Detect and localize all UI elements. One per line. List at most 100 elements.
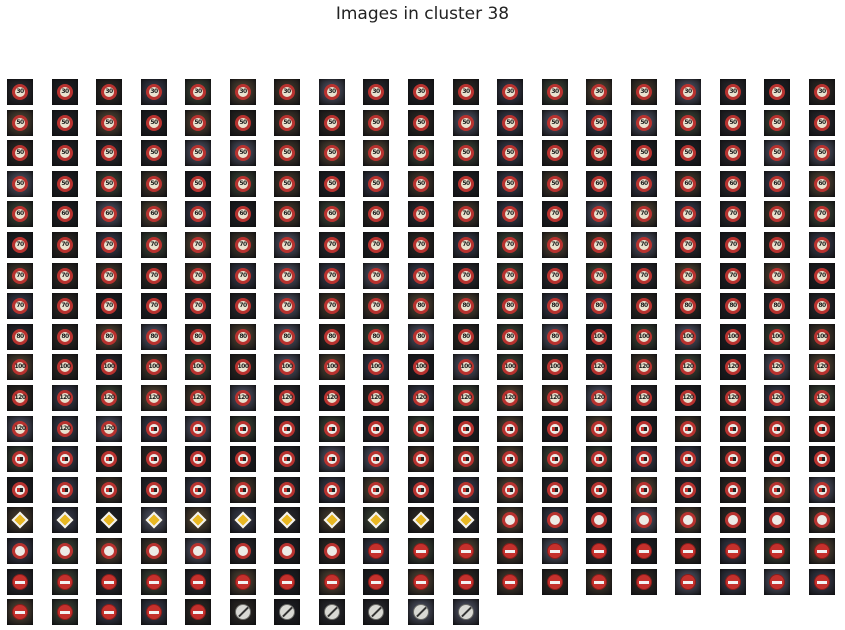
speed-limit-sign-icon: 70 [190,298,206,314]
cluster-image-thumbnail: 50 [675,140,701,166]
speed-limit-value: 100 [148,363,160,370]
speed-limit-value: 30 [372,88,380,95]
speed-limit-sign-icon: 100 [591,329,607,345]
cluster-image-thumbnail: 30 [497,79,523,105]
cluster-image-thumbnail: 50 [675,110,701,136]
speed-limit-sign-icon: 70 [12,298,28,314]
speed-limit-value: 50 [640,119,648,126]
speed-limit-sign-icon: 120 [636,390,652,406]
speed-limit-value: 50 [239,149,247,156]
cluster-image-thumbnail: 30 [52,79,78,105]
cluster-image-thumbnail [52,477,78,503]
cluster-image-thumbnail: 100 [52,354,78,380]
speed-limit-sign-icon: 70 [368,298,384,314]
speed-limit-value: 100 [504,363,516,370]
speed-limit-value: 50 [640,149,648,156]
cluster-image-thumbnail: 70 [453,201,479,227]
no-passing-sign-icon [680,482,696,498]
priority-road-sign-icon [323,511,341,529]
cluster-image-thumbnail: 100 [720,324,746,350]
cluster-image-thumbnail [319,507,345,533]
no-entry-sign-icon [101,574,117,590]
speed-limit-sign-icon: 70 [458,268,474,284]
speed-limit-sign-icon: 70 [368,268,384,284]
no-passing-sign-icon [190,451,206,467]
no-passing-sign-icon [769,421,785,437]
no-entry-sign-icon [413,574,429,590]
speed-limit-sign-icon: 70 [279,237,295,253]
speed-limit-value: 50 [239,119,247,126]
cluster-image-thumbnail: 120 [542,385,568,411]
priority-road-sign-icon [100,511,118,529]
cluster-image-thumbnail: 70 [497,232,523,258]
priority-road-sign-icon [56,511,74,529]
no-passing-sign-icon [279,421,295,437]
cluster-image-thumbnail: 50 [7,171,33,197]
cluster-image-thumbnail [319,446,345,472]
cluster-image-thumbnail: 100 [141,354,167,380]
speed-limit-sign-icon: 120 [12,421,28,437]
speed-limit-value: 80 [194,333,202,340]
speed-limit-sign-icon: 80 [324,329,340,345]
cluster-image-thumbnail [586,416,612,442]
cluster-image-thumbnail [319,569,345,595]
no-vehicles-sign-icon [680,512,696,528]
speed-limit-value: 50 [283,180,291,187]
speed-limit-sign-icon: 60 [235,206,251,222]
speed-limit-value: 70 [328,241,336,248]
speed-limit-value: 70 [150,241,158,248]
speed-limit-sign-icon: 100 [235,359,251,375]
speed-limit-sign-icon: 50 [458,145,474,161]
cluster-image-thumbnail: 60 [720,171,746,197]
speed-limit-sign-icon: 80 [57,329,73,345]
cluster-image-thumbnail: 120 [497,385,523,411]
no-entry-sign-icon [146,574,162,590]
speed-limit-value: 70 [328,302,336,309]
cluster-image-thumbnail: 70 [96,293,122,319]
speed-limit-value: 100 [549,363,561,370]
speed-limit-value: 70 [283,302,291,309]
speed-limit-value: 70 [773,272,781,279]
cluster-image-thumbnail: 70 [675,263,701,289]
speed-limit-value: 120 [59,394,71,401]
no-passing-sign-icon [190,482,206,498]
speed-limit-sign-icon: 50 [324,176,340,192]
speed-limit-sign-icon: 120 [725,390,741,406]
cluster-image-thumbnail: 50 [230,110,256,136]
speed-limit-sign-icon: 80 [502,298,518,314]
cluster-image-thumbnail: 100 [7,354,33,380]
cluster-image-thumbnail: 70 [675,232,701,258]
speed-limit-value: 80 [506,302,514,309]
cluster-image-thumbnail: 50 [52,171,78,197]
cluster-image-thumbnail: 120 [52,416,78,442]
cluster-image-thumbnail [809,538,835,564]
cluster-image-thumbnail: 120 [586,354,612,380]
speed-limit-value: 100 [682,333,694,340]
speed-limit-value: 60 [194,210,202,217]
speed-limit-sign-icon: 100 [636,329,652,345]
cluster-image-thumbnail [230,416,256,442]
cluster-image-thumbnail [408,446,434,472]
cluster-image-thumbnail: 70 [408,232,434,258]
cluster-image-thumbnail: 120 [453,385,479,411]
speed-limit-value: 50 [684,149,692,156]
cluster-image-thumbnail [720,507,746,533]
cluster-image-thumbnail: 120 [675,385,701,411]
speed-limit-value: 70 [283,241,291,248]
cluster-image-thumbnail: 100 [319,354,345,380]
cluster-image-thumbnail: 30 [453,79,479,105]
speed-limit-value: 80 [372,333,380,340]
speed-limit-sign-icon: 50 [57,145,73,161]
no-vehicles-sign-icon [235,543,251,559]
no-entry-sign-icon [680,543,696,559]
no-passing-sign-icon [324,451,340,467]
speed-limit-value: 60 [595,180,603,187]
cluster-image-thumbnail: 50 [141,140,167,166]
speed-limit-sign-icon: 50 [368,145,384,161]
cluster-image-thumbnail: 50 [764,110,790,136]
speed-limit-sign-icon: 50 [725,145,741,161]
cluster-image-thumbnail [453,507,479,533]
no-entry-sign-icon [769,574,785,590]
cluster-image-thumbnail: 30 [185,79,211,105]
cluster-image-thumbnail: 70 [7,232,33,258]
